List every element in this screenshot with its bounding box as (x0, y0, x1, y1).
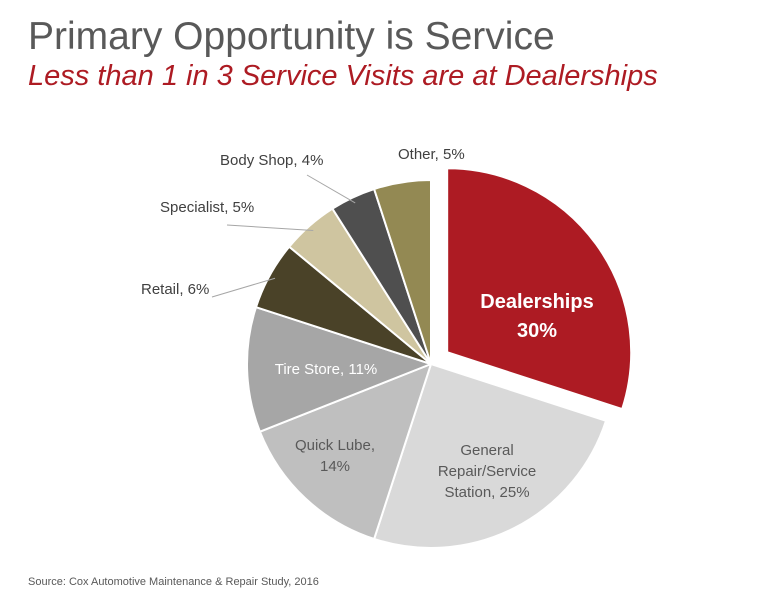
pie-slice-quick-lube (258, 362, 433, 541)
page-subtitle: Less than 1 in 3 Service Visits are at D… (28, 60, 658, 92)
slice-label-quick-lube: Quick Lube, 14% (295, 437, 375, 475)
slice-label-dealerships: Dealerships 30% (480, 291, 593, 342)
slice-label-retail: Retail, 6% (141, 281, 209, 298)
pie-slice-tire-store (246, 305, 434, 434)
slice-label-general-repair-service-station: General Repair/Service Station, 25% (438, 442, 536, 501)
slice-label-body-shop: Body Shop, 4% (220, 152, 323, 169)
pie-slice-other (372, 178, 432, 365)
slice-label-other: Other, 5% (398, 146, 465, 163)
page-title: Primary Opportunity is Service (28, 15, 555, 58)
slice-label-specialist: Specialist, 5% (160, 199, 254, 216)
leader-line-retail (211, 277, 276, 298)
slice-label-tire-store: Tire Store, 11% (275, 361, 378, 378)
pie-slice-dealerships (446, 167, 633, 411)
pie-slice-general-repair-service-station (372, 362, 608, 549)
source-note: Source: Cox Automotive Maintenance & Rep… (28, 576, 319, 588)
leader-line-body-shop (306, 174, 356, 204)
leader-line-specialist (226, 224, 314, 231)
